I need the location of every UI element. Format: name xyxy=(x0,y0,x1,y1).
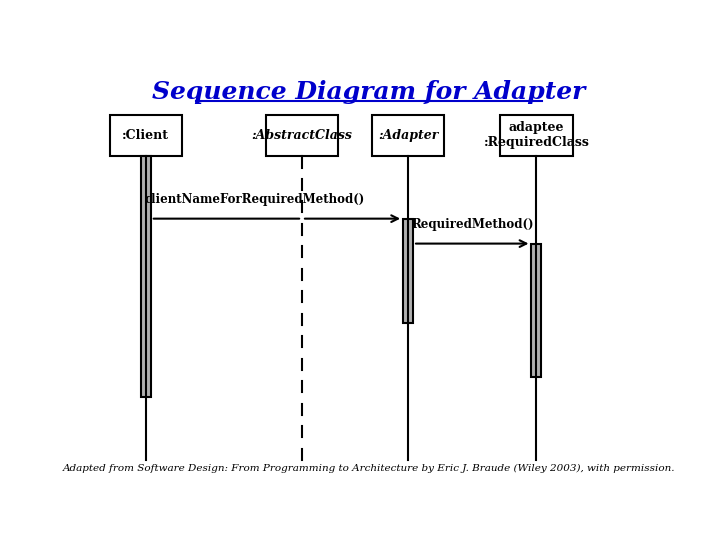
FancyBboxPatch shape xyxy=(531,244,541,377)
FancyBboxPatch shape xyxy=(109,114,182,156)
Text: :AbstractClass: :AbstractClass xyxy=(251,129,353,142)
FancyBboxPatch shape xyxy=(500,114,572,156)
Text: Sequence Diagram for Adapter: Sequence Diagram for Adapter xyxy=(153,80,585,104)
FancyBboxPatch shape xyxy=(141,156,150,397)
FancyBboxPatch shape xyxy=(266,114,338,156)
Text: :Adapter: :Adapter xyxy=(378,129,438,142)
Text: clientNameForRequiredMethod(): clientNameForRequiredMethod() xyxy=(145,193,365,206)
Text: RequiredMethod(): RequiredMethod() xyxy=(411,218,534,231)
FancyBboxPatch shape xyxy=(403,219,413,322)
Text: Adapted from Software Design: From Programming to Architecture by Eric J. Braude: Adapted from Software Design: From Progr… xyxy=(63,464,675,473)
FancyBboxPatch shape xyxy=(372,114,444,156)
Text: :Client: :Client xyxy=(122,129,169,142)
Text: adaptee
:RequiredClass: adaptee :RequiredClass xyxy=(483,122,590,150)
